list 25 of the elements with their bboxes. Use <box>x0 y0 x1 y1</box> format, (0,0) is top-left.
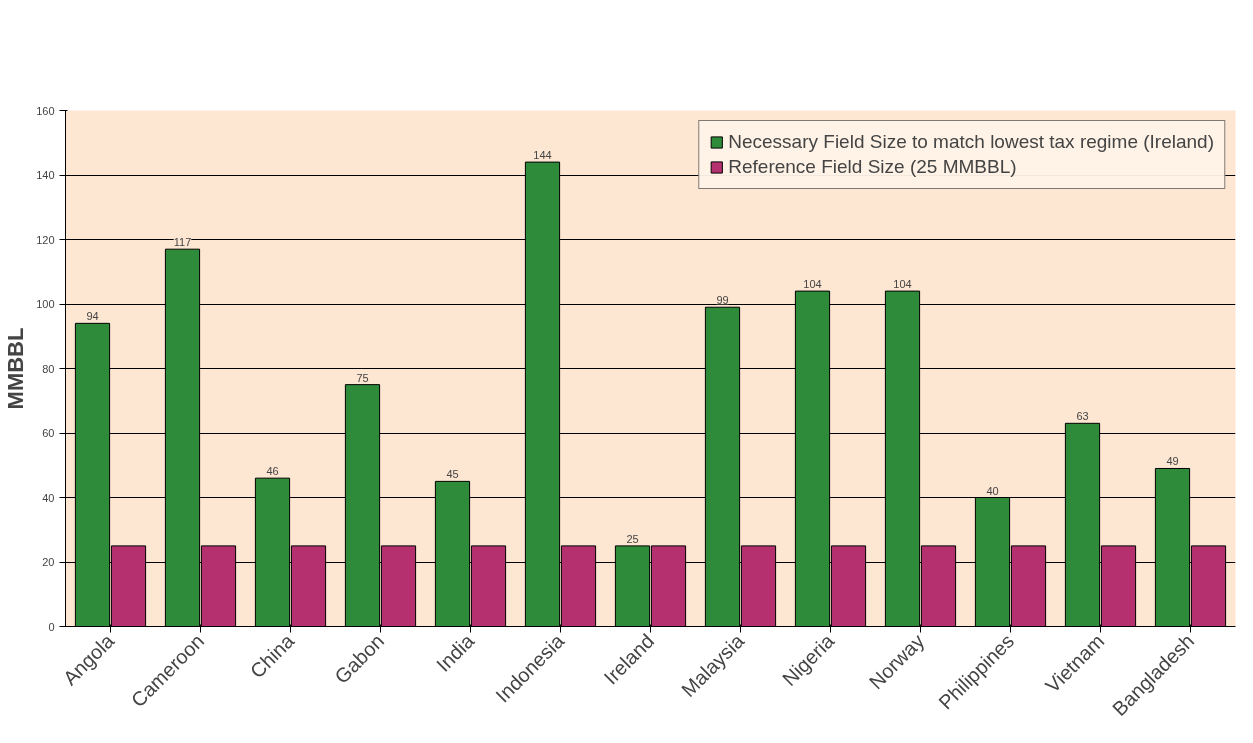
y-tick-label: 60 <box>42 427 55 439</box>
legend-label: Reference Field Size (25 MMBBL) <box>728 156 1017 178</box>
data-label: 104 <box>893 278 912 291</box>
data-label: 46 <box>266 465 279 478</box>
y-tick-label: 40 <box>42 491 55 504</box>
y-tick-label: 140 <box>36 169 55 181</box>
data-label: 45 <box>446 468 459 481</box>
data-label: 99 <box>716 294 729 307</box>
data-label: 63 <box>1076 410 1089 423</box>
data-label: 104 <box>803 278 822 291</box>
data-label: 49 <box>1166 455 1179 468</box>
y-tick-label: 0 <box>48 620 55 633</box>
data-label: 144 <box>533 149 552 162</box>
data-label: 40 <box>986 484 999 497</box>
y-axis-title: MMBBL <box>3 327 29 410</box>
data-label: 25 <box>626 532 639 545</box>
y-tick-label: 20 <box>42 556 55 568</box>
y-tick-label: 100 <box>36 298 55 310</box>
legend-label: Necessary Field Size to match lowest tax regime (Ireland) <box>728 131 1214 153</box>
data-label: 75 <box>356 371 369 384</box>
y-tick-label: 120 <box>36 233 55 246</box>
data-label: 94 <box>86 310 99 323</box>
data-label: 117 <box>173 236 192 249</box>
y-tick-label: 80 <box>42 362 55 375</box>
y-tick-label: 160 <box>36 104 55 117</box>
